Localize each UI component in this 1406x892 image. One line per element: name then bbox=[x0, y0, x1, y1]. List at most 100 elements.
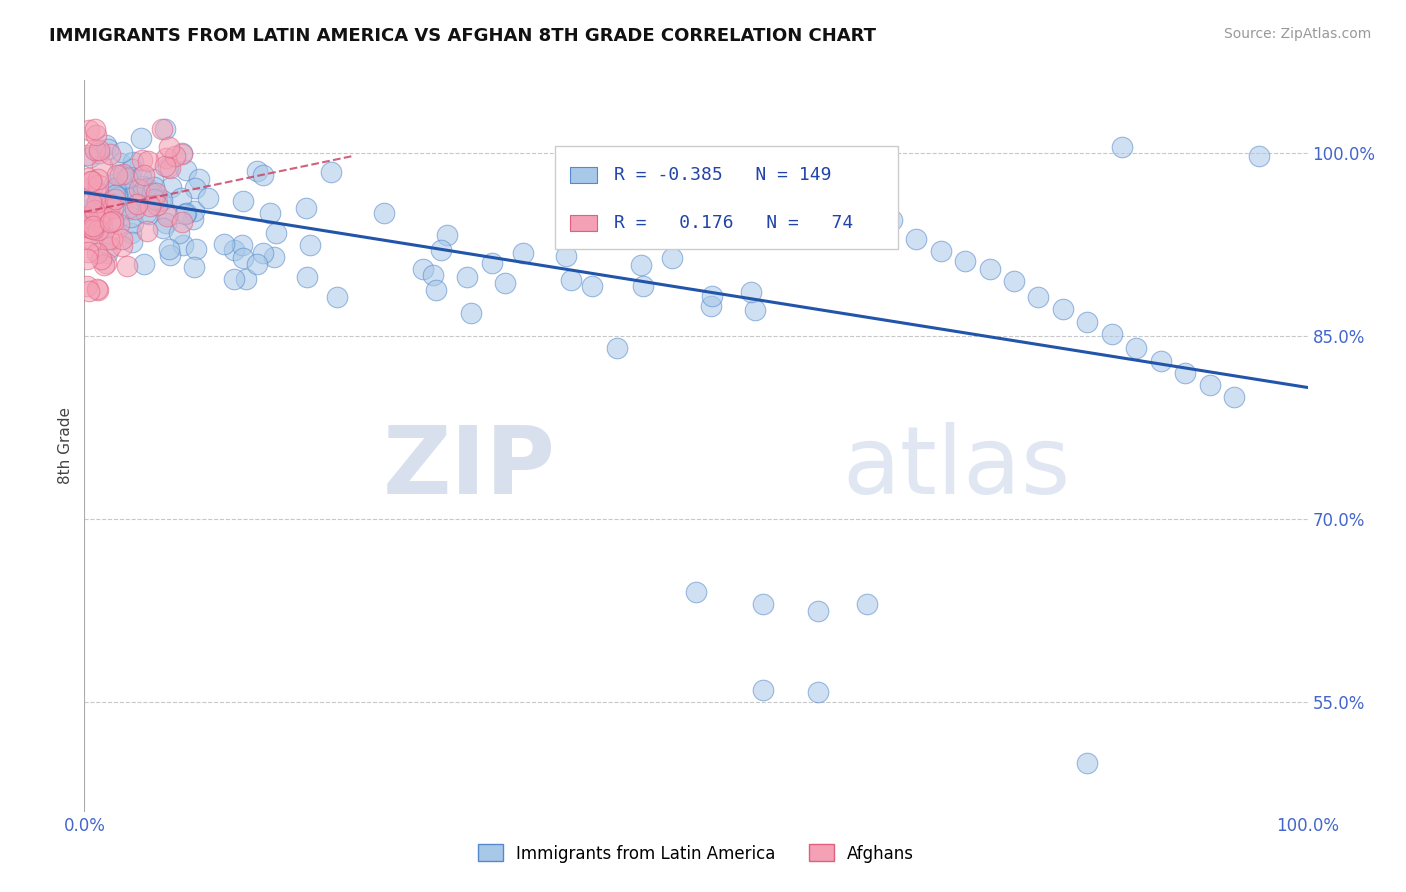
Point bbox=[98, 215, 121, 229]
Point bbox=[105, 190, 128, 204]
Point bbox=[121, 235, 143, 249]
Point bbox=[136, 223, 159, 237]
Point bbox=[90, 205, 112, 219]
Point bbox=[953, 253, 976, 268]
Point bbox=[146, 193, 169, 207]
Point bbox=[1223, 390, 1246, 404]
Point bbox=[150, 193, 173, 207]
Point bbox=[104, 180, 127, 194]
Point bbox=[512, 245, 534, 260]
Point bbox=[159, 161, 181, 176]
Point bbox=[122, 187, 145, 202]
Point bbox=[98, 197, 121, 211]
Point bbox=[1101, 326, 1123, 341]
Point bbox=[1076, 756, 1098, 770]
Point bbox=[143, 179, 166, 194]
Point bbox=[76, 220, 98, 235]
Point bbox=[76, 211, 98, 225]
Point bbox=[77, 217, 100, 231]
Point bbox=[89, 143, 111, 157]
Point bbox=[107, 190, 129, 204]
Text: R = -0.385   N = 149: R = -0.385 N = 149 bbox=[614, 166, 831, 184]
Point bbox=[157, 242, 180, 256]
Point bbox=[155, 122, 177, 136]
Point bbox=[155, 151, 177, 165]
Point bbox=[232, 194, 254, 208]
Point bbox=[172, 146, 194, 161]
Point bbox=[77, 219, 100, 234]
Point bbox=[905, 232, 928, 246]
Point bbox=[122, 155, 145, 169]
Point bbox=[76, 279, 98, 293]
Point bbox=[86, 282, 108, 296]
Point bbox=[111, 145, 134, 159]
Point bbox=[97, 203, 120, 218]
Point bbox=[77, 244, 100, 259]
Point bbox=[142, 171, 165, 186]
Point bbox=[172, 238, 194, 252]
Point bbox=[163, 148, 186, 162]
Point bbox=[87, 222, 110, 236]
Point bbox=[159, 248, 181, 262]
Point bbox=[295, 201, 318, 215]
Point bbox=[456, 270, 478, 285]
Point bbox=[145, 186, 167, 201]
Point bbox=[134, 206, 156, 220]
Legend: Immigrants from Latin America, Afghans: Immigrants from Latin America, Afghans bbox=[471, 838, 921, 869]
Point bbox=[139, 199, 162, 213]
Point bbox=[91, 210, 114, 224]
Point bbox=[120, 169, 142, 184]
Point bbox=[112, 167, 135, 181]
Point bbox=[131, 179, 153, 194]
Point bbox=[101, 232, 124, 246]
Point bbox=[82, 200, 104, 214]
Point bbox=[142, 193, 165, 207]
Point bbox=[90, 229, 112, 244]
Point bbox=[880, 213, 903, 227]
Point bbox=[87, 172, 110, 186]
Point bbox=[96, 245, 118, 260]
Point bbox=[246, 256, 269, 270]
Point bbox=[831, 173, 853, 187]
Point bbox=[127, 197, 149, 211]
Point bbox=[132, 257, 155, 271]
Point bbox=[555, 249, 578, 263]
Point bbox=[581, 278, 603, 293]
Point bbox=[83, 203, 105, 218]
Point bbox=[90, 221, 112, 235]
Point bbox=[494, 276, 516, 290]
Point bbox=[174, 207, 197, 221]
Point bbox=[856, 189, 879, 203]
Y-axis label: 8th Grade: 8th Grade bbox=[58, 408, 73, 484]
Point bbox=[176, 163, 198, 178]
Point bbox=[101, 201, 124, 215]
Point bbox=[100, 197, 122, 211]
Text: IMMIGRANTS FROM LATIN AMERICA VS AFGHAN 8TH GRADE CORRELATION CHART: IMMIGRANTS FROM LATIN AMERICA VS AFGHAN … bbox=[49, 27, 876, 45]
Point bbox=[560, 273, 582, 287]
Point bbox=[86, 178, 108, 192]
Point bbox=[82, 179, 104, 194]
Point bbox=[132, 168, 155, 182]
Point bbox=[744, 303, 766, 318]
Point bbox=[1052, 302, 1074, 317]
Point bbox=[685, 585, 707, 599]
Point bbox=[80, 193, 103, 207]
Point bbox=[138, 184, 160, 198]
Point bbox=[222, 271, 245, 285]
Point bbox=[110, 168, 132, 182]
Point bbox=[111, 186, 134, 200]
Point bbox=[425, 283, 447, 297]
Point bbox=[224, 243, 246, 257]
Point bbox=[263, 250, 285, 264]
Point bbox=[101, 213, 124, 227]
FancyBboxPatch shape bbox=[569, 215, 598, 231]
Point bbox=[77, 284, 100, 298]
Point bbox=[740, 285, 762, 299]
Point bbox=[422, 268, 444, 282]
Point bbox=[246, 164, 269, 178]
Point bbox=[121, 226, 143, 240]
Point bbox=[630, 259, 652, 273]
Point bbox=[155, 216, 177, 230]
Point bbox=[82, 219, 104, 234]
Point bbox=[87, 283, 110, 297]
